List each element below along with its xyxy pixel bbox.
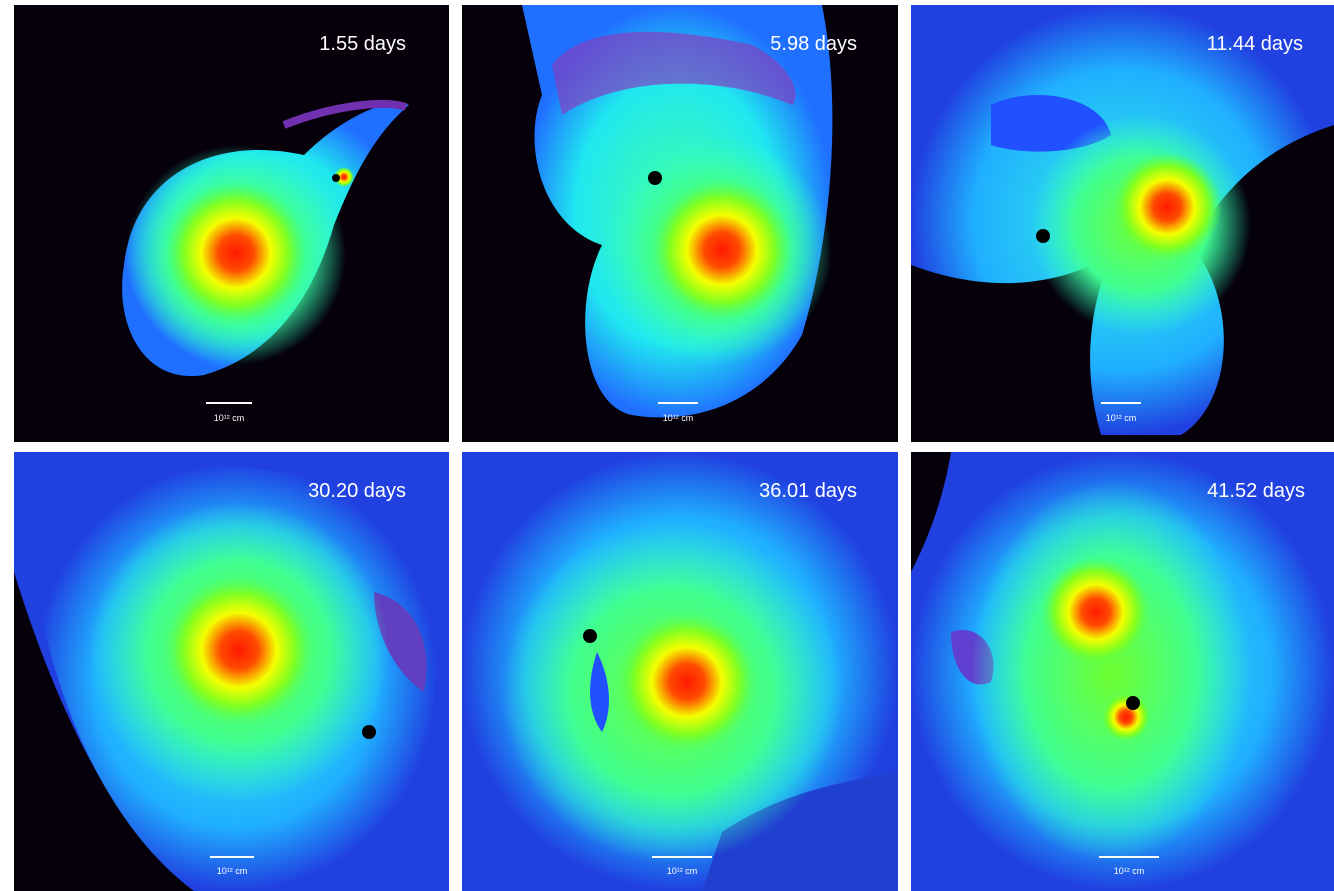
companion: [648, 171, 662, 185]
companion: [362, 725, 376, 739]
panel: 30.20 days 10¹² cm: [14, 452, 449, 891]
time-label: 41.52 days: [1207, 480, 1305, 502]
core: [1112, 152, 1222, 262]
scale-label: 10¹² cm: [1106, 413, 1137, 423]
companion: [1126, 696, 1140, 710]
panel: 41.52 days 10¹² cm: [911, 452, 1334, 891]
panel: 5.98 days 10¹² cm: [462, 5, 898, 442]
time-label: 11.44 days: [1207, 33, 1303, 55]
scale-label: 10¹² cm: [663, 413, 694, 423]
scale-label: 10¹² cm: [1114, 866, 1145, 876]
time-label: 36.01 days: [759, 480, 857, 502]
accretion: [1101, 692, 1151, 742]
core: [617, 612, 757, 752]
companion: [1036, 229, 1050, 243]
core: [1041, 557, 1151, 667]
scale-label: 10¹² cm: [214, 413, 245, 423]
core: [166, 183, 306, 323]
panel: 36.01 days 10¹² cm: [462, 452, 898, 891]
scale-label: 10¹² cm: [217, 866, 248, 876]
time-label: 5.98 days: [770, 33, 857, 55]
companion: [583, 629, 597, 643]
scale-label: 10¹² cm: [667, 866, 698, 876]
time-label: 30.20 days: [308, 480, 406, 502]
figure: 1.55 days 10¹² cm 5.98 days 10¹² cm 11.4…: [0, 0, 1334, 891]
panel: 1.55 days 10¹² cm: [14, 5, 449, 442]
core: [652, 180, 792, 320]
halo: [971, 482, 1251, 862]
core: [164, 575, 314, 725]
time-label: 1.55 days: [319, 33, 406, 55]
companion: [332, 174, 340, 182]
panel: 11.44 days 10¹² cm: [911, 5, 1334, 442]
